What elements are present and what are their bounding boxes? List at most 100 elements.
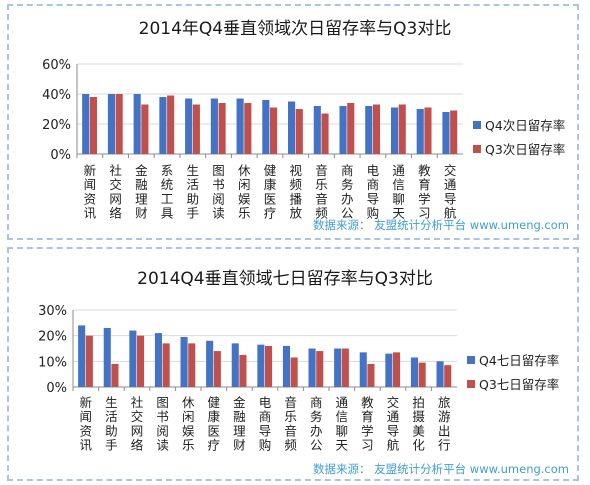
y-tick-label: 20% — [42, 118, 71, 133]
bar-q4 — [416, 109, 424, 154]
bar-q3 — [290, 357, 298, 387]
x-category-label: 视频播放 — [289, 163, 302, 221]
x-category-label: 图书阅读 — [156, 395, 169, 453]
x-category-label: 旅游出行 — [438, 395, 451, 453]
bar-q3 — [137, 335, 145, 387]
x-category-label: 商务办公 — [310, 395, 323, 453]
bar-q4 — [410, 357, 418, 387]
data-source-note: 数据来源： 友盟统计分析平台 www.umeng.com — [313, 462, 569, 476]
bar-q4 — [82, 94, 90, 154]
y-tick-label: 0% — [46, 381, 67, 396]
bar-q3 — [424, 107, 432, 154]
legend-label: Q3七日留存率 — [479, 377, 559, 392]
chart-title: 2014年Q4垂直领域次日留存率与Q3对比 — [139, 19, 452, 39]
bar-q4 — [78, 325, 86, 387]
bar-q4 — [180, 336, 188, 387]
chart-panel-seven-day-retention: 2014Q4垂直领域七日留存率与Q3对比 数据来源： 友盟统计分析平台 www.… — [7, 247, 579, 481]
y-tick-label: 10% — [38, 355, 67, 370]
x-category-label: 系统工具 — [161, 163, 174, 221]
x-category-label: 商务办公 — [341, 163, 354, 221]
bar-q3 — [167, 95, 175, 154]
x-category-label: 拍摄美化 — [412, 395, 425, 453]
bar-q3 — [341, 348, 349, 387]
bar-q4 — [313, 106, 321, 154]
y-tick-label: 30% — [38, 304, 67, 319]
bar-q3 — [418, 362, 426, 387]
x-category-label: 教育学习 — [361, 395, 374, 453]
bar-q4 — [107, 94, 115, 154]
chart-next-day-retention: 2014年Q4垂直领域次日留存率与Q3对比 数据来源： 友盟统计分析平台 www… — [42, 19, 569, 232]
bar-q3 — [295, 109, 303, 154]
x-category-label: 教育学习 — [418, 163, 431, 221]
x-category-label: 社交网络 — [131, 395, 144, 453]
x-category-label: 新闻资讯 — [80, 395, 93, 453]
bar-q3 — [398, 104, 406, 154]
bar-q3 — [188, 343, 196, 387]
x-category-label: 健康医疗 — [208, 395, 221, 453]
bar-q3 — [270, 107, 278, 154]
x-category-label: 交通导航 — [387, 395, 400, 453]
bar-q4 — [185, 98, 193, 154]
bar-q4 — [365, 106, 373, 154]
bar-q4 — [359, 352, 367, 387]
bar-q4 — [339, 106, 347, 154]
bar-q3 — [85, 335, 93, 387]
bar-q4 — [159, 97, 167, 154]
legend-label: Q4七日留存率 — [479, 353, 559, 368]
bar-q4 — [236, 98, 244, 154]
x-category-label: 交通导航 — [444, 163, 457, 221]
bar-q3 — [265, 345, 273, 387]
bar-q4 — [103, 327, 111, 387]
bar-q4 — [231, 343, 239, 387]
chart-seven-day-retention: 2014Q4垂直领域七日留存率与Q3对比 数据来源： 友盟统计分析平台 www.… — [38, 269, 569, 476]
bar-q3 — [372, 104, 381, 154]
bar-q4 — [288, 101, 296, 154]
bar-q4 — [257, 344, 265, 387]
bar-q3 — [393, 352, 401, 387]
legend-swatch — [467, 380, 475, 388]
x-category-label: 通信聊天 — [392, 163, 405, 221]
bar-q4 — [154, 333, 162, 387]
y-tick-label: 20% — [38, 330, 67, 345]
y-tick-label: 0% — [50, 148, 71, 163]
bar-q3 — [321, 113, 329, 154]
x-category-label: 社交网络 — [109, 163, 122, 221]
bar-q3 — [244, 103, 252, 154]
x-category-label: 电商导购 — [367, 163, 380, 221]
bar-q3 — [218, 103, 226, 154]
legend-label: Q4次日留存率 — [485, 118, 565, 133]
bar-q4 — [334, 348, 342, 387]
x-category-label: 音乐音频 — [315, 163, 328, 221]
x-category-label: 生活助手 — [187, 163, 200, 221]
bar-q3 — [89, 97, 97, 154]
bar-q4 — [133, 94, 141, 154]
bar-q3 — [450, 110, 458, 154]
bar-q4 — [206, 340, 214, 387]
bar-q4 — [442, 112, 450, 154]
bar-q4 — [308, 348, 316, 387]
bar-q4 — [210, 98, 218, 154]
bar-q4 — [282, 345, 290, 387]
bar-q3 — [141, 104, 149, 154]
bar-q3 — [111, 363, 119, 387]
x-category-label: 图书阅读 — [212, 163, 225, 221]
bar-q4 — [262, 100, 270, 154]
bar-q3 — [213, 351, 221, 387]
bar-q3 — [367, 363, 375, 387]
bar-q3 — [316, 351, 324, 387]
bar-q4 — [385, 353, 393, 387]
x-category-label: 通信聊天 — [336, 395, 349, 453]
bar-q3 — [444, 365, 452, 387]
legend-swatch — [473, 121, 481, 129]
chart-panel-next-day-retention: 2014年Q4垂直领域次日留存率与Q3对比 数据来源： 友盟统计分析平台 www… — [7, 4, 579, 240]
y-tick-label: 60% — [42, 58, 71, 73]
x-category-label: 健康医疗 — [264, 163, 277, 221]
x-category-label: 金融理财 — [233, 395, 246, 453]
bar-q3 — [239, 354, 247, 387]
legend-swatch — [467, 356, 475, 364]
bar-q3 — [162, 343, 170, 387]
y-tick-label: 40% — [42, 88, 71, 103]
bar-q3 — [347, 103, 355, 154]
legend-label: Q3次日留存率 — [485, 142, 565, 157]
x-category-label: 休闲娱乐 — [182, 395, 195, 453]
